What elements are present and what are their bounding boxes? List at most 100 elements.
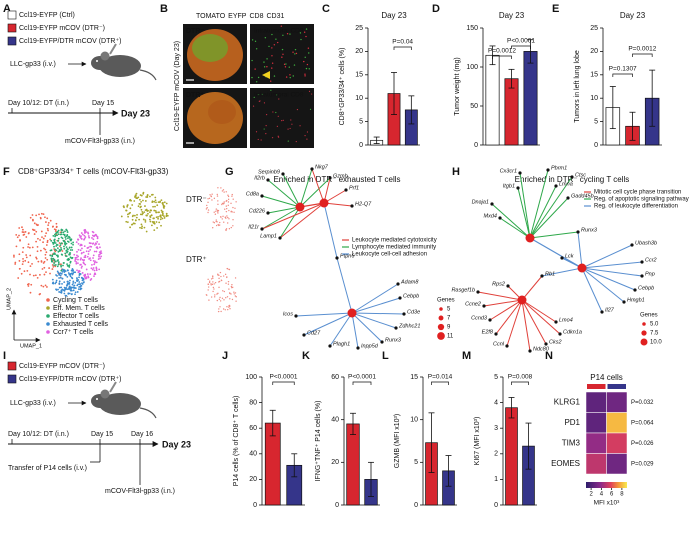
speck (308, 90, 311, 92)
cell-dot (78, 273, 81, 276)
channel-label: CD31 (266, 13, 284, 20)
cell-dot (77, 258, 79, 261)
cell-dot (87, 250, 90, 253)
speck (276, 125, 278, 127)
cell-dot (120, 215, 123, 218)
cell-dot (99, 257, 102, 260)
edge (521, 299, 557, 323)
cell-dot (98, 243, 100, 246)
cell-dot (212, 290, 214, 293)
micrograph (250, 24, 314, 84)
cell-dot (76, 269, 78, 272)
cell-dot (47, 221, 50, 224)
y-tick-label: 10 (410, 417, 418, 424)
cell-dot (135, 197, 138, 199)
error-bar (649, 69, 656, 127)
cell-dot (18, 234, 20, 237)
cell-dot (216, 293, 218, 295)
bar (505, 407, 518, 506)
cell-dot (63, 281, 66, 283)
speck (280, 25, 283, 27)
cell-dot (56, 247, 59, 250)
cell-dot (221, 190, 224, 192)
gene-label: Ubash3b (635, 240, 657, 246)
cell-dot (220, 275, 222, 278)
speck (305, 67, 308, 70)
gene-label: Adam8 (400, 279, 419, 285)
cell-dot (145, 230, 148, 233)
cell-dot (155, 211, 158, 214)
edge (323, 202, 353, 207)
cell-dot (66, 263, 68, 266)
cell-dot (43, 247, 45, 250)
cell-dot (21, 226, 23, 229)
y-tick-label: 80 (249, 399, 257, 406)
cell-dot (93, 269, 96, 272)
cell-dot (66, 269, 69, 272)
cell-dot (92, 257, 94, 259)
cell-dot (151, 224, 153, 227)
cell-dot (83, 275, 86, 278)
cell-dot (84, 254, 87, 257)
speck (289, 127, 291, 130)
cell-dot (224, 216, 227, 218)
speck (289, 33, 291, 35)
cell-dot (87, 232, 90, 235)
speck (268, 45, 270, 48)
cell-dot (92, 259, 95, 262)
cell-dot (81, 251, 83, 254)
speck (254, 68, 256, 70)
speck (265, 125, 267, 127)
cell-dot (64, 230, 66, 233)
cell-dot (150, 214, 153, 217)
cell-dot (228, 209, 230, 212)
cell-dot (81, 265, 83, 268)
cell-dot (66, 251, 68, 254)
cell-dot (225, 205, 228, 207)
cell-dot (58, 286, 61, 289)
colorbar-tick-label: 8 (620, 492, 624, 498)
error-bar (269, 409, 276, 437)
gene-node (576, 230, 580, 234)
cell-dot (62, 289, 65, 291)
edge (581, 267, 625, 303)
cell-dot (90, 245, 93, 248)
cell-dot (51, 260, 54, 263)
speck (254, 40, 257, 43)
cell-dot (44, 235, 47, 237)
cell-dot (216, 299, 219, 302)
cell-dot (157, 201, 160, 204)
cell-dot (86, 273, 89, 275)
cell-dot (83, 281, 85, 283)
cell-dot (147, 212, 149, 215)
cell-dot (217, 292, 219, 295)
cell-dot (209, 194, 211, 196)
cell-dot (134, 196, 136, 198)
speck (258, 100, 260, 102)
edge (521, 275, 543, 301)
cell-dot (80, 232, 83, 234)
term-node (517, 295, 527, 305)
cell-dot (51, 264, 54, 266)
cell-dot (140, 208, 143, 211)
cell-dot (226, 215, 228, 217)
cell-dot (89, 273, 92, 276)
y-tick-label: 20 (249, 476, 257, 483)
cell-dot (57, 263, 60, 266)
cell-dot (69, 252, 72, 254)
gene-label: Prf1 (349, 185, 359, 191)
cell-dot (75, 279, 78, 282)
speck (271, 62, 274, 64)
cell-dot (227, 280, 230, 283)
cell-dot (91, 263, 93, 266)
cell-dot (67, 237, 69, 240)
gene-label: Zdhhc21 (398, 323, 420, 329)
gene-node (294, 314, 298, 318)
cell-dot (74, 293, 76, 296)
speck (272, 111, 274, 113)
panel-letter: I (3, 350, 6, 362)
colorbar-tick-label: 4 (600, 492, 604, 498)
speck (300, 38, 302, 41)
cell-dot (149, 195, 151, 198)
cell-dot (60, 246, 62, 249)
